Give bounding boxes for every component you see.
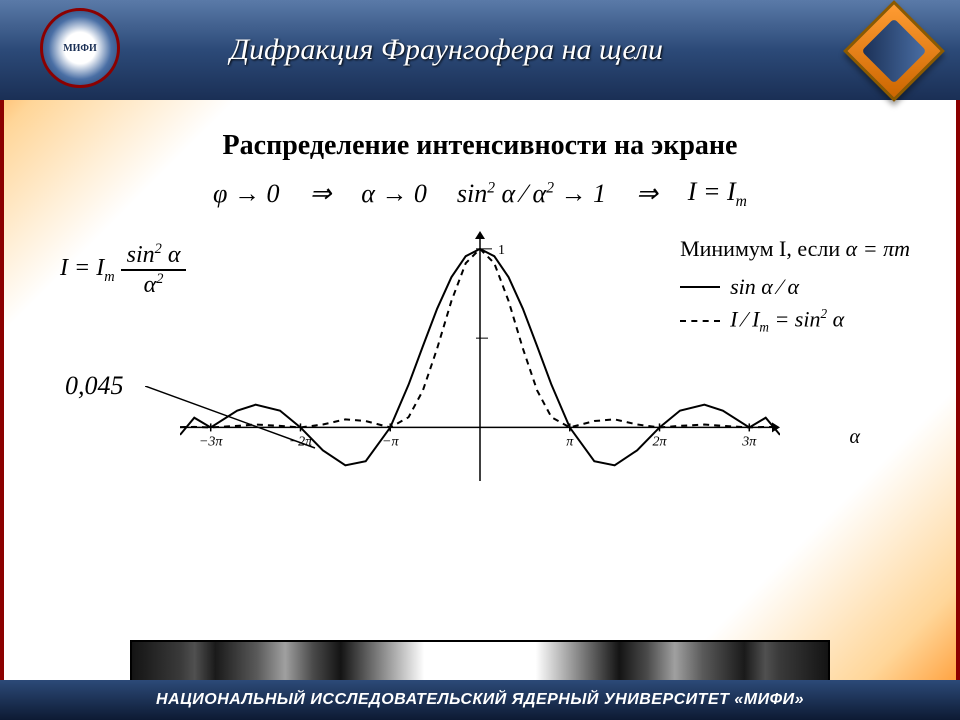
chart-region: I = Im sin2 α α2 0,045 Минимум I, если α…	[30, 221, 930, 521]
svg-text:1: 1	[498, 243, 505, 258]
svg-text:3π: 3π	[741, 435, 757, 450]
x-axis-label: α	[850, 426, 861, 449]
university-badge: МИФИ	[20, 8, 140, 98]
side-lobe-value: 0,045	[65, 371, 124, 401]
limit-formula: φ → 0 ⇒ α → 0 sin2 α ⁄ α2 → 1 ⇒ I = Im	[30, 177, 930, 211]
badge-circle: МИФИ	[40, 8, 120, 88]
lf-arrow-2: ⇒	[636, 179, 658, 209]
footer-bar: НАЦИОНАЛЬНЫЙ ИССЛЕДОВАТЕЛЬСКИЙ ЯДЕРНЫЙ У…	[0, 680, 960, 720]
lf-arrow-1: ⇒	[309, 179, 331, 209]
subtitle: Распределение интенсивности на экране	[30, 130, 930, 162]
if-den: α2	[138, 271, 170, 299]
lf-part-5: I = Im	[688, 177, 747, 211]
side-lobe-pointer	[145, 386, 325, 456]
cube-icon	[843, 0, 945, 102]
lf-part-2: α → 0	[361, 179, 427, 209]
if-lhs: I = Im	[60, 255, 115, 286]
content-area: Распределение интенсивности на экране φ …	[30, 110, 930, 660]
intensity-formula: I = Im sin2 α α2	[60, 241, 186, 299]
svg-text:π: π	[566, 435, 574, 450]
if-num: sin2 α	[121, 241, 187, 271]
min-formula: α = πm	[846, 236, 910, 261]
header-bar: МИФИ Дифракция Фраунгофера на щели	[0, 0, 960, 100]
if-fraction: sin2 α α2	[121, 241, 187, 299]
svg-text:2π: 2π	[653, 435, 668, 450]
slide-title: Дифракция Фраунгофера на щели	[230, 33, 663, 67]
lf-part-0: φ → 0	[213, 179, 279, 209]
lf-part-3: sin2 α ⁄ α2 → 1	[457, 179, 606, 209]
